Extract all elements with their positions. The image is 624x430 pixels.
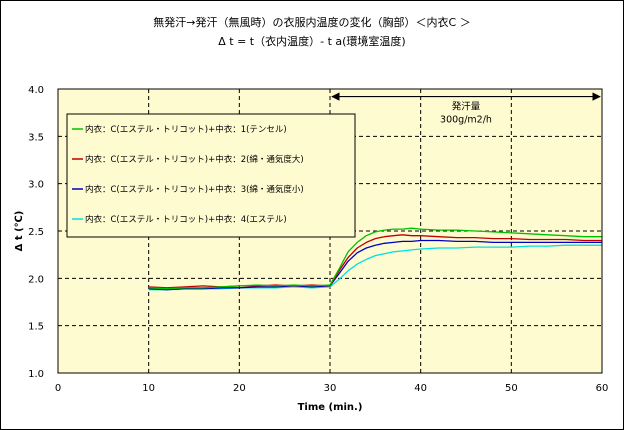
- y-tick-label: 1.5: [28, 322, 44, 333]
- legend-label: 内衣：C(エステル・トリコット)+中衣：1(テンセル): [85, 124, 287, 135]
- x-tick-label: 0: [55, 383, 61, 394]
- legend-item: 内衣：C(エステル・トリコット)+中衣：1(テンセル): [72, 124, 287, 135]
- tick-labels: 0 10 20 30 40 50 60 1.0 1.5 2.0 2.5 3.0 3.5 4.0: [28, 85, 608, 394]
- legend-box: [66, 113, 356, 238]
- x-tick-label: 10: [142, 383, 155, 394]
- sweat-rate-label: 発汗量: [452, 101, 481, 113]
- y-tick-label: 4.0: [28, 85, 44, 96]
- y-tick-label: 2.0: [28, 274, 44, 285]
- series-line: [148, 239, 602, 291]
- series-layer: [148, 227, 602, 291]
- x-tick-label: 60: [596, 383, 609, 394]
- x-tick-label: 20: [233, 383, 246, 394]
- y-tick-label: 3.5: [28, 132, 44, 143]
- y-tick-label: 2.5: [28, 227, 44, 238]
- x-tick-label: 40: [414, 383, 427, 394]
- sweat-rate-value: 300g/m2/h: [440, 115, 492, 126]
- legend-item: 内衣：C(エステル・トリコット)+中衣：4(エステル): [72, 214, 287, 225]
- x-tick-label: 50: [505, 383, 518, 394]
- y-axis-label: Δ t (℃): [14, 211, 25, 252]
- series-line: [148, 227, 602, 290]
- x-tick-label: 30: [324, 383, 337, 394]
- sweating-annotation: 発汗量 300g/m2/h: [331, 92, 601, 126]
- legend-label: 内衣：C(エステル・トリコット)+中衣：3(綿・通気度小): [85, 184, 304, 195]
- chart-subtitle: Δ t = t（衣内温度）- t a(環境室温度): [218, 35, 406, 48]
- chart-title: 無発汗→発汗（無風時）の衣服内温度の変化（胸部）＜内衣C ＞: [153, 16, 471, 29]
- plot-border: [57, 88, 603, 374]
- legend-item: 内衣：C(エステル・トリコット)+中衣：3(綿・通気度小): [72, 184, 304, 195]
- y-tick-label: 1.0: [28, 369, 44, 380]
- legend-label: 内衣：C(エステル・トリコット)+中衣：2(綿・通気度大): [85, 154, 304, 165]
- legend-item: 内衣：C(エステル・トリコット)+中衣：2(綿・通気度大): [72, 154, 304, 165]
- x-axis-label: Time (min.): [298, 402, 363, 413]
- legend: 内衣：C(エステル・トリコット)+中衣：1(テンセル) 内衣：C(エステル・トリ…: [66, 113, 356, 238]
- y-tick-label: 3.0: [28, 180, 44, 191]
- legend-label: 内衣：C(エステル・トリコット)+中衣：4(エステル): [85, 214, 287, 225]
